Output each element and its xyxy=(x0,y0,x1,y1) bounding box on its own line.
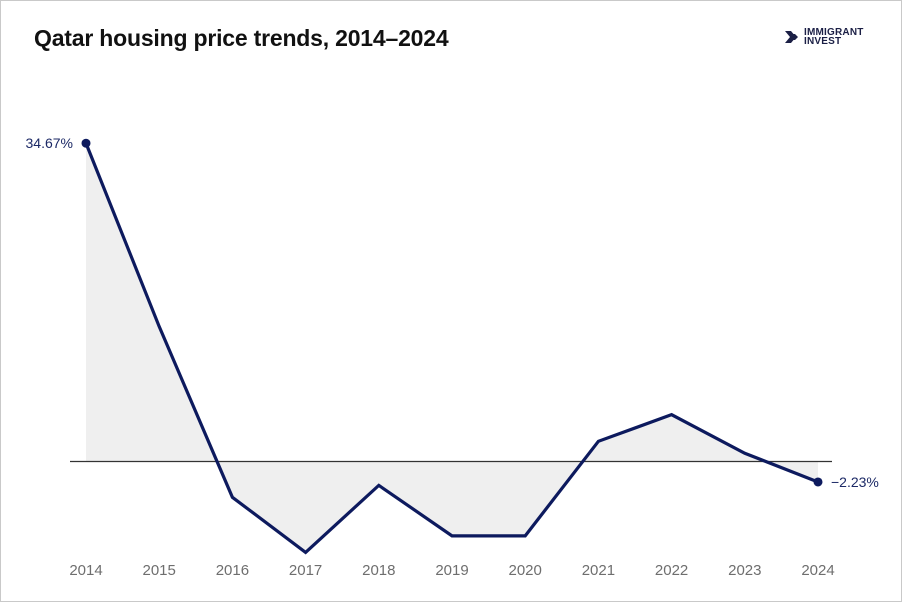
series-line xyxy=(84,142,819,555)
logo-line2: INVEST xyxy=(804,36,842,47)
x-tick-label: 2024 xyxy=(801,562,834,579)
data-point-2014 xyxy=(81,138,91,148)
data-label: −2.23% xyxy=(831,474,879,490)
x-tick-label: 2014 xyxy=(69,562,102,579)
data-point-2024 xyxy=(813,477,823,487)
x-tick-label: 2015 xyxy=(143,562,176,579)
data-label: 34.67% xyxy=(26,135,73,151)
logo-line1: IMMIGRANT xyxy=(804,27,864,38)
x-tick-label: 2022 xyxy=(655,562,688,579)
immigrant-invest-logo: IMMIGRANT INVEST xyxy=(784,27,864,47)
data-points xyxy=(81,138,823,487)
data-labels: 34.67% −2.23% xyxy=(26,135,879,490)
x-tick-label: 2019 xyxy=(435,562,468,579)
logo-arrow-icon xyxy=(785,31,798,43)
x-tick-label: 2023 xyxy=(728,562,761,579)
x-tick-label: 2020 xyxy=(509,562,542,579)
chart-title: Qatar housing price trends, 2014–2024 xyxy=(34,25,449,51)
x-tick-label: 2018 xyxy=(362,562,395,579)
x-axis-ticks: 2014 2015 2016 2017 2018 2019 2020 2021 2022 2023… xyxy=(69,562,834,579)
x-tick-label: 2016 xyxy=(216,562,249,579)
area-fill xyxy=(86,143,818,553)
x-tick-label: 2017 xyxy=(289,562,322,579)
x-tick-label: 2021 xyxy=(582,562,615,579)
